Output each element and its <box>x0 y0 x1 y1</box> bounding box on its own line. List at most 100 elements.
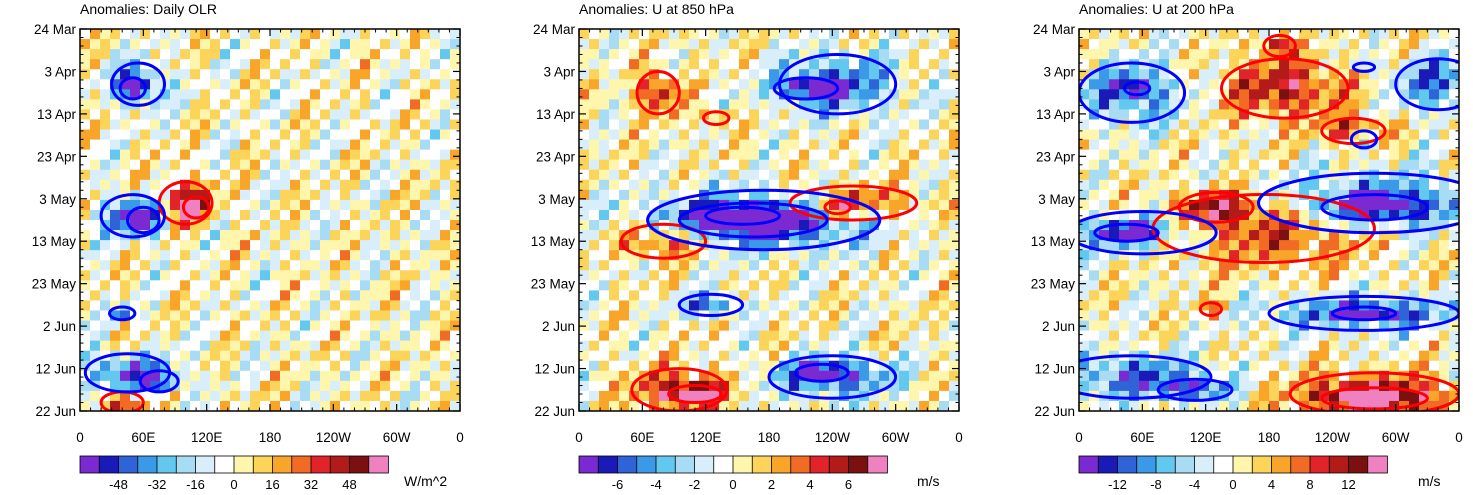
heatmap-cell <box>350 149 361 161</box>
heatmap-cell <box>769 330 780 342</box>
heatmap-cell <box>340 220 351 231</box>
heatmap-cell <box>799 350 810 362</box>
heatmap-cell <box>120 159 131 171</box>
heatmap-cell <box>639 209 650 221</box>
heatmap-cell <box>699 119 710 131</box>
heatmap-cell <box>170 360 181 372</box>
heatmap-cell <box>210 400 221 411</box>
heatmap-cell <box>1389 250 1400 261</box>
heatmap-cell <box>180 350 191 362</box>
heatmap-cell <box>1109 380 1120 392</box>
heatmap-cell <box>1449 300 1459 312</box>
heatmap-cell <box>1339 360 1350 372</box>
heatmap-cell <box>100 99 111 111</box>
heatmap-cell <box>1399 390 1410 402</box>
heatmap-cell <box>929 370 940 382</box>
heatmap-cell <box>230 360 241 372</box>
heatmap-cell <box>300 59 311 70</box>
heatmap-cell <box>400 330 411 342</box>
heatmap-cell <box>879 310 890 322</box>
heatmap-cell <box>90 79 101 90</box>
heatmap-cell <box>1419 139 1430 151</box>
heatmap-cell <box>1129 29 1140 40</box>
heatmap-cell <box>340 230 351 241</box>
heatmap-cell <box>1429 280 1440 291</box>
heatmap-cell <box>899 280 910 291</box>
heatmap-cell <box>410 169 421 181</box>
heatmap-cell <box>340 240 351 251</box>
heatmap-cell <box>350 179 361 191</box>
heatmap-cell <box>110 189 121 201</box>
heatmap-cell <box>1369 280 1380 291</box>
heatmap-cell <box>350 230 361 241</box>
heatmap-cell <box>1279 109 1290 121</box>
heatmap-cell <box>1319 149 1330 161</box>
heatmap-cell <box>659 189 670 201</box>
heatmap-cell <box>929 199 940 211</box>
heatmap-cell <box>190 230 201 241</box>
heatmap-cell <box>609 179 620 191</box>
heatmap-cell <box>879 89 890 100</box>
heatmap-cell <box>140 280 151 291</box>
heatmap-cell <box>749 400 760 411</box>
heatmap-cell <box>1109 209 1120 221</box>
heatmap-cell <box>330 250 341 261</box>
heatmap-cell <box>90 370 101 382</box>
heatmap-cell <box>430 189 441 201</box>
heatmap-cell <box>170 199 181 211</box>
heatmap-cell <box>320 79 331 90</box>
heatmap-cell <box>1289 179 1300 191</box>
heatmap-cell <box>340 350 351 362</box>
heatmap-cell <box>260 220 271 231</box>
heatmap-cell <box>719 400 730 411</box>
heatmap-cell <box>90 240 101 251</box>
heatmap-cell <box>250 300 261 312</box>
heatmap-cell <box>430 139 441 151</box>
heatmap-cell <box>709 300 720 312</box>
heatmap-cell <box>669 390 680 402</box>
heatmap-cell <box>1339 119 1350 131</box>
heatmap-cell <box>1129 39 1140 50</box>
heatmap-cell <box>1189 270 1200 281</box>
heatmap-cell <box>909 199 920 211</box>
heatmap-cell <box>1309 189 1320 201</box>
heatmap-cell <box>619 69 630 80</box>
heatmap-cell <box>659 400 670 411</box>
heatmap-cell <box>779 250 790 261</box>
heatmap-cell <box>729 260 740 271</box>
heatmap-cell <box>190 189 201 201</box>
heatmap-cell <box>400 400 411 411</box>
heatmap-cell <box>1129 320 1140 332</box>
heatmap-cell <box>310 310 321 322</box>
heatmap-cell <box>719 149 730 161</box>
heatmap-cell <box>739 149 750 161</box>
heatmap-cell <box>619 390 630 402</box>
heatmap-cell <box>1199 49 1210 60</box>
heatmap-cell <box>1279 149 1290 161</box>
heatmap-cell <box>1139 310 1150 322</box>
heatmap-cell <box>579 330 590 342</box>
heatmap-cell <box>589 209 600 221</box>
heatmap-cell <box>360 139 371 151</box>
heatmap-cell <box>1369 240 1380 251</box>
heatmap-cell <box>190 310 201 322</box>
colorbar-swatch <box>848 455 869 474</box>
heatmap-cell <box>809 119 820 131</box>
heatmap-cell <box>1319 139 1330 151</box>
heatmap-cell <box>1329 79 1340 90</box>
heatmap-cell <box>1409 39 1420 50</box>
heatmap-cell <box>110 139 121 151</box>
heatmap-cell <box>1339 79 1350 90</box>
heatmap-cell <box>1439 290 1450 302</box>
heatmap-cell <box>629 230 640 241</box>
heatmap-cell <box>879 320 890 332</box>
heatmap-cell <box>1379 330 1390 342</box>
heatmap-cell <box>709 139 720 151</box>
colorbar-swatch <box>79 455 101 474</box>
heatmap-cell <box>1089 300 1100 312</box>
heatmap-cell <box>110 390 121 402</box>
heatmap-cell <box>220 159 231 171</box>
heatmap-cell <box>1389 260 1400 271</box>
heatmap-cell <box>639 340 650 352</box>
heatmap-cell <box>1079 159 1090 171</box>
